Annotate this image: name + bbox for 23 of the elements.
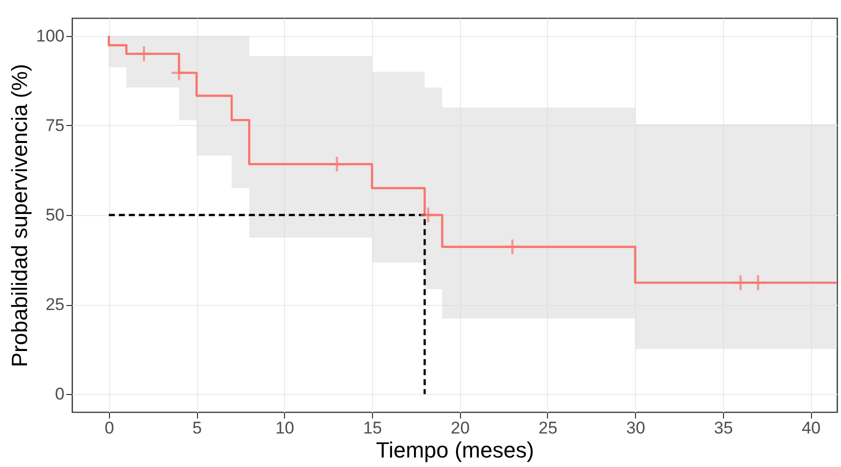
point [328, 156, 346, 173]
point [732, 274, 750, 292]
point [420, 206, 437, 224]
y-tick-label: 100 [36, 26, 64, 46]
y-axis-title: Probabilidad supervivencia (%) [7, 64, 32, 368]
point [170, 64, 188, 82]
y-tick-label: 25 [46, 295, 64, 314]
point [504, 238, 521, 256]
y-tick-label: 0 [55, 384, 64, 404]
x-tick-label: 20 [450, 418, 470, 438]
y-tick-label: 75 [46, 116, 64, 135]
point [135, 45, 152, 62]
x-tick-label: 40 [802, 418, 821, 438]
x-tick-label: 5 [192, 418, 202, 438]
x-tick-label: 15 [363, 418, 382, 438]
x-tick-label: 10 [275, 418, 294, 438]
x-axis-title: Tiempo (meses) [376, 438, 534, 462]
x-tick-label: 25 [538, 418, 558, 438]
x-tick-label: 0 [104, 418, 114, 438]
x-tick-label: 35 [714, 418, 733, 438]
point [750, 274, 767, 292]
x-tick-label: 30 [626, 418, 646, 438]
y-tick-label: 50 [46, 206, 64, 224]
